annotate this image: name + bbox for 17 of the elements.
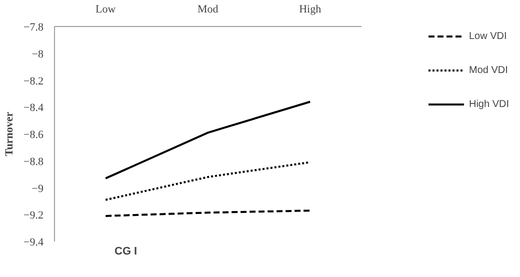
x-axis-title: CG I	[114, 246, 138, 258]
x-tick-label: Low	[96, 4, 116, 16]
legend-label: Mod VDI	[468, 64, 508, 76]
y-tick-label: −9.4	[24, 236, 44, 248]
y-axis-title: Turnover	[4, 112, 16, 156]
legend-label: High VDI	[468, 98, 509, 110]
y-tick-label: −9.2	[24, 210, 44, 222]
y-tick-label: −8.8	[24, 156, 44, 168]
x-tick-label: Mod	[197, 4, 219, 16]
y-tick-label: −8.6	[24, 129, 44, 141]
legend-label: Low VDI	[468, 30, 507, 42]
y-tick-label: −8.2	[24, 75, 44, 88]
y-tick-label: −8	[32, 48, 44, 60]
y-tick-label: −7.8	[24, 22, 44, 34]
y-tick-label: −9	[32, 182, 44, 195]
x-tick-label: High	[299, 4, 322, 16]
y-tick-label: −8.4	[24, 102, 44, 114]
